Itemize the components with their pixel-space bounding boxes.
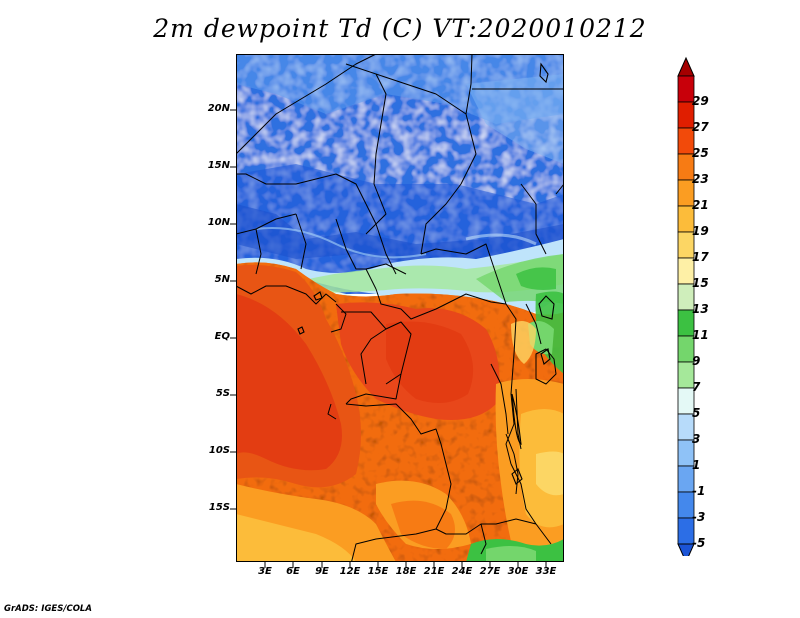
- colorbar-label: 23: [692, 172, 709, 186]
- lon-label-21e: 21E: [423, 566, 445, 577]
- map-border: [236, 54, 564, 562]
- colorbar-label: 3: [692, 432, 701, 446]
- lon-label-30e: 30E: [507, 566, 529, 577]
- colorbar-label: 21: [692, 198, 709, 212]
- lat-label-eq: EQ: [214, 331, 230, 342]
- colorbar: [677, 56, 695, 556]
- lon-label-6e: 6E: [286, 566, 300, 577]
- footer-credit: GrADS: IGES/COLA: [4, 604, 92, 614]
- colorbar-label: -3: [692, 510, 706, 524]
- lat-label-10n: 10N: [207, 217, 230, 228]
- lon-label-3e: 3E: [258, 566, 272, 577]
- colorbar-label: 29: [692, 94, 709, 108]
- dry-north-field: [236, 54, 564, 294]
- chart-title: 2m dewpoint Td (C) VT:2020010212: [153, 14, 647, 43]
- colorbar-label: 17: [692, 250, 709, 264]
- lon-label-33e: 33E: [535, 566, 557, 577]
- colorbar-label: 5: [692, 406, 701, 420]
- colorbar-label: -5: [692, 536, 706, 550]
- map-panel: [236, 54, 564, 562]
- lon-label-9e: 9E: [315, 566, 329, 577]
- humid-south-field: [236, 262, 564, 562]
- colorbar-bottom-arrow: [677, 543, 695, 556]
- country-borders: [236, 54, 564, 562]
- lat-label-15s: 15S: [208, 502, 230, 513]
- colorbar-label: 13: [692, 302, 709, 316]
- colorbar-label: 15: [692, 276, 709, 290]
- lat-label-5s: 5S: [215, 388, 230, 399]
- lon-label-12e: 12E: [339, 566, 361, 577]
- lat-label-20n: 20N: [207, 103, 230, 114]
- colorbar-label: 7: [692, 380, 701, 394]
- colorbar-label: 19: [692, 224, 709, 238]
- colorbar-label: 1: [692, 458, 701, 472]
- lake-outlines: [297, 62, 555, 485]
- dewpoint-map: [236, 54, 564, 562]
- lon-label-27e: 27E: [479, 566, 501, 577]
- colorbar-label: 27: [692, 120, 709, 134]
- lon-label-18e: 18E: [395, 566, 417, 577]
- colorbar-top-arrow: [677, 56, 695, 77]
- lat-label-5n: 5N: [214, 274, 230, 285]
- lat-label-15n: 15N: [207, 160, 230, 171]
- colorbar-label: 9: [692, 354, 701, 368]
- colorbar-label: -1: [692, 484, 706, 498]
- lon-label-15e: 15E: [367, 566, 389, 577]
- lat-label-10s: 10S: [208, 445, 230, 456]
- colorbar-label: 11: [692, 328, 709, 342]
- colorbar-label: 25: [692, 146, 709, 160]
- lon-label-24e: 24E: [451, 566, 473, 577]
